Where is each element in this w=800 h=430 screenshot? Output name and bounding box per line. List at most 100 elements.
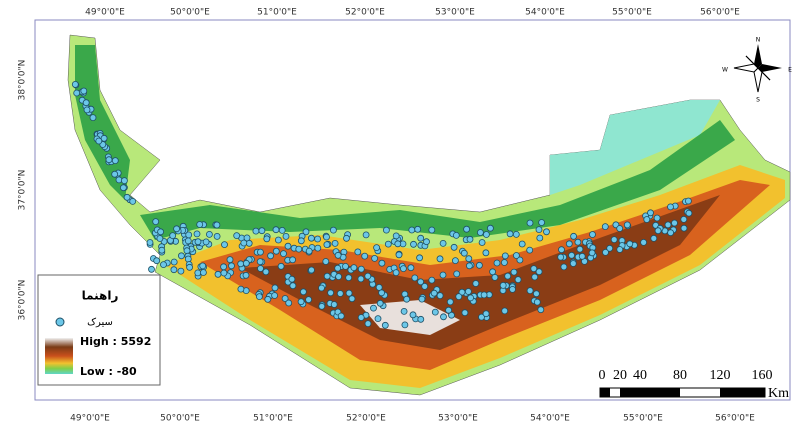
cirque-point — [571, 233, 577, 239]
cirque-point — [83, 100, 89, 106]
cirque-point — [343, 263, 349, 269]
cirque-point — [404, 296, 410, 302]
cirque-point — [227, 257, 233, 263]
cirque-point — [477, 230, 483, 236]
cirque-point — [174, 226, 180, 232]
cirque-point — [159, 247, 165, 253]
cirque-point — [466, 263, 472, 269]
cirque-point — [686, 210, 692, 216]
cirque-point — [672, 220, 678, 226]
compass-letter: W — [722, 67, 728, 74]
cirque-point — [112, 171, 118, 177]
cirque-point — [365, 273, 371, 279]
cirque-point — [464, 226, 470, 232]
cirque-point — [602, 224, 608, 230]
cirque-point — [72, 81, 78, 87]
cirque-point — [358, 315, 364, 321]
cirque-point — [272, 293, 278, 299]
cirque-point — [96, 138, 102, 144]
cirque-point — [363, 232, 369, 238]
graticule-label: 52°0'0"E — [345, 8, 385, 18]
cirque-point — [222, 242, 228, 248]
cirque-point — [243, 260, 249, 266]
cirque-point — [194, 231, 200, 237]
cirque-point — [396, 252, 402, 258]
cirque-point — [419, 296, 425, 302]
cirque-point — [561, 264, 567, 270]
cirque-point — [437, 293, 443, 299]
cirque-point — [306, 297, 312, 303]
cirque-point — [221, 270, 227, 276]
cirque-point — [332, 240, 338, 246]
cirque-point — [494, 260, 500, 266]
cirque-point — [374, 245, 380, 251]
cirque-point — [412, 275, 418, 281]
cirque-point — [335, 265, 341, 271]
cirque-point — [579, 253, 585, 259]
cirque-point — [527, 247, 533, 253]
cirque-point — [515, 277, 521, 283]
cirque-point — [617, 247, 623, 253]
cirque-point — [624, 222, 630, 228]
cirque-point — [575, 239, 581, 245]
cirque-point — [300, 289, 306, 295]
cirque-point — [418, 235, 424, 241]
cirque-point — [681, 225, 687, 231]
cirque-point — [263, 269, 269, 275]
graticule-label: 50°0'0"E — [160, 414, 200, 424]
cirque-point — [257, 249, 263, 255]
cirque-point — [315, 245, 321, 251]
cirque-point — [308, 235, 314, 241]
cirque-point — [153, 219, 159, 225]
cirque-point — [328, 290, 334, 296]
cirque-point — [324, 234, 330, 240]
cirque-point — [265, 296, 271, 302]
cirque-point — [538, 307, 544, 313]
cirque-point — [441, 314, 447, 320]
cirque-point — [171, 267, 177, 273]
cirque-point — [258, 266, 264, 272]
cirque-point — [533, 291, 539, 297]
cirque-point — [385, 241, 391, 247]
cirque-point — [283, 233, 289, 239]
cirque-point — [273, 227, 279, 233]
graticule-label: 37°0'0"N — [18, 170, 28, 211]
cirque-point — [570, 261, 576, 267]
cirque-point — [452, 258, 458, 264]
cirque-point — [285, 243, 291, 249]
cirque-point — [195, 239, 201, 245]
cirque-point — [487, 225, 493, 231]
cirque-point — [462, 310, 468, 316]
cirque-point — [465, 289, 471, 295]
cirque-point — [319, 303, 325, 309]
cirque-point — [349, 296, 355, 302]
legend-high: High : 5592 — [80, 335, 151, 348]
cirque-point — [395, 241, 401, 247]
cirque-point — [154, 258, 160, 264]
scale-unit: Km — [768, 386, 789, 401]
cirque-point — [665, 222, 671, 228]
cirque-point — [400, 266, 406, 272]
cirque-point — [171, 259, 177, 265]
graticule-label: 56°0'0"E — [700, 8, 740, 18]
cirque-point — [157, 236, 163, 242]
cirque-point — [238, 261, 244, 267]
cirque-point — [513, 253, 519, 259]
cirque-point — [479, 240, 485, 246]
cirque-point — [375, 316, 381, 322]
scale-label: 160 — [752, 368, 773, 383]
cirque-point — [440, 272, 446, 278]
cirque-point — [330, 227, 336, 233]
cirque-point — [408, 265, 414, 271]
cirque-point — [468, 295, 474, 301]
cirque-point — [335, 252, 341, 258]
cirque-point — [437, 256, 443, 262]
cirque-point — [195, 270, 201, 276]
graticule-label: 36°0'0"N — [18, 280, 28, 321]
cirque-point — [446, 307, 452, 313]
cirque-point — [641, 239, 647, 245]
cirque-point — [106, 157, 112, 163]
cirque-point — [424, 239, 430, 245]
graticule-label: 52°0'0"E — [346, 414, 386, 424]
graticule-label: 53°0'0"E — [435, 8, 475, 18]
